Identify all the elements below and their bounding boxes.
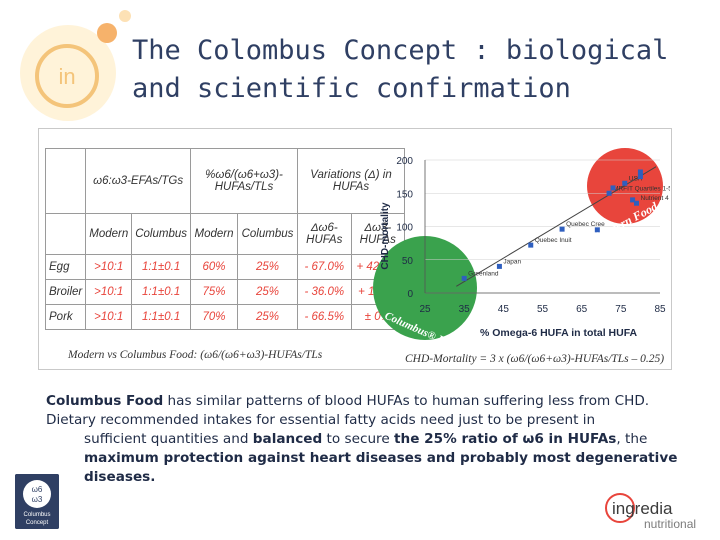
- data-point: [622, 180, 628, 186]
- title-line-1: The Colombus Concept : biological: [132, 35, 669, 66]
- body-line-2: Dietary recommended intakes for essentia…: [46, 412, 596, 428]
- x-tick-label: 65: [576, 304, 588, 315]
- chart-formula: CHD-Mortality = 3 x (ω6/(ω6+ω3)-HUFAs/TL…: [405, 353, 665, 365]
- table-cell: 70%: [190, 304, 238, 330]
- data-point: [610, 185, 616, 191]
- table-corner-2: [44, 213, 87, 255]
- data-point: [637, 169, 643, 175]
- subheader: Modern: [190, 213, 238, 255]
- body-line-4: maximum protection against heart disease…: [84, 450, 678, 466]
- fatty-acid-table: ω6:ω3-EFAs/TGs %ω6/(ω6+ω3)-HUFAs/TLs Var…: [44, 148, 406, 330]
- row-label: Broiler: [44, 279, 87, 305]
- table-corner: [44, 148, 87, 214]
- subheader: Modern: [85, 213, 133, 255]
- x-tick-label: 45: [498, 304, 510, 315]
- subheader: Δω3-HUFAs: [350, 213, 406, 255]
- x-tick-label: 25: [419, 304, 431, 315]
- table-cell: 75%: [190, 279, 238, 305]
- table-cell: - 36.0%: [297, 279, 352, 305]
- data-point: [634, 200, 639, 206]
- modern-region: [587, 148, 663, 224]
- y-axis-label: CHD-mortality: [380, 202, 391, 270]
- svg-text:ω6: ω6: [32, 485, 43, 494]
- data-point: [594, 227, 600, 233]
- slide-logo: in: [20, 10, 131, 121]
- row-label: Egg: [44, 254, 87, 280]
- table-cell: 25%: [236, 254, 299, 280]
- table-cell: 1:1±0.1: [131, 254, 192, 280]
- y-tick-label: 0: [407, 289, 413, 300]
- x-tick-label: 85: [654, 304, 666, 315]
- chd-mortality-chart: 0 50 100 150 200 25 35 45 55 65 75 85 Greenland Japa…: [373, 148, 670, 348]
- data-point: [461, 275, 467, 281]
- svg-text:Columbus: Columbus: [23, 512, 50, 518]
- y-tick-label: 50: [402, 256, 414, 267]
- page-title: The Colombus Concept : biological and sc…: [132, 32, 717, 108]
- row-label: Pork: [44, 304, 87, 330]
- point-label: MRFIT Quartiles 1-5: [613, 185, 670, 192]
- data-point: [496, 263, 502, 269]
- point-label: Quebec Inuit: [535, 237, 572, 244]
- logo-text: in: [58, 64, 75, 89]
- header-hufas: %ω6/(ω6+ω3)-HUFAs/TLs: [190, 148, 299, 214]
- body-line-3: sufficient quantities and balanced to se…: [84, 431, 648, 447]
- columbus-concept-badge: ω6 ω3 Columbus Concept: [15, 474, 59, 529]
- svg-text:Concept: Concept: [26, 520, 49, 526]
- data-point: [637, 174, 643, 180]
- table-cell: 60%: [190, 254, 238, 280]
- x-tick-label: 55: [537, 304, 549, 315]
- svg-text:ingredia: ingredia: [612, 499, 673, 518]
- data-point: [606, 190, 612, 196]
- x-tick-label: 35: [459, 304, 471, 315]
- header-variations: Variations (Δ) in HUFAs: [297, 148, 406, 214]
- header-efas: ω6:ω3-EFAs/TGs: [85, 148, 192, 214]
- svg-text:nutritional: nutritional: [644, 517, 696, 531]
- point-label: Nutrient 4: [641, 195, 670, 202]
- body-line-1: Columbus Food has similar patterns of bl…: [46, 392, 714, 411]
- table-cell: >10:1: [85, 304, 133, 330]
- x-axis-label: % Omega-6 HUFA in total HUFA: [480, 327, 638, 339]
- body-bold: Columbus Food: [46, 393, 164, 409]
- title-line-2: and scientific confirmation: [132, 73, 571, 104]
- data-point: [559, 226, 565, 232]
- table-cell: 1:1±0.1: [131, 304, 192, 330]
- y-tick-label: 200: [396, 156, 413, 167]
- table-row: Broiler >10:1 1:1±0.1 75% 25% - 36.0% + …: [44, 279, 406, 305]
- svg-text:ω3: ω3: [32, 495, 43, 504]
- point-label: Greenland: [468, 270, 499, 277]
- trend-line: [456, 166, 657, 287]
- table-caption: Modern vs Columbus Food: (ω6/(ω6+ω3)-HUF…: [68, 349, 323, 361]
- body-text: Columbus Food has similar patterns of bl…: [46, 392, 714, 487]
- table-cell: >10:1: [85, 279, 133, 305]
- table-row: Pork >10:1 1:1±0.1 70% 25% - 66.5% ± 0%: [44, 304, 406, 330]
- table-cell: 25%: [236, 304, 299, 330]
- table-cell: 1:1±0.1: [131, 279, 192, 305]
- y-tick-label: 100: [396, 223, 413, 234]
- table-cell: - 66.5%: [297, 304, 352, 330]
- subheader: Columbus: [131, 213, 192, 255]
- subheader: Δω6-HUFAs: [297, 213, 352, 255]
- table-cell: - 67.0%: [297, 254, 352, 280]
- table-cell: >10:1: [85, 254, 133, 280]
- subheader: Columbus: [236, 213, 299, 255]
- table-row: Egg >10:1 1:1±0.1 60% 25% - 67.0% + 42.0…: [44, 254, 406, 280]
- x-tick-label: 75: [615, 304, 627, 315]
- data-point: [630, 197, 636, 203]
- body-text: has similar patterns of blood HUFAs to h…: [163, 393, 650, 409]
- y-tick-label: 150: [396, 189, 413, 200]
- point-label: USA: [629, 175, 643, 182]
- body-line-5: diseases.: [84, 469, 156, 485]
- point-label: Quebec Cree: [566, 221, 605, 228]
- table-cell: 25%: [236, 279, 299, 305]
- data-point: [528, 242, 534, 248]
- point-label: Japan: [503, 258, 521, 265]
- ingredia-logo: ingredia nutritional: [605, 493, 696, 531]
